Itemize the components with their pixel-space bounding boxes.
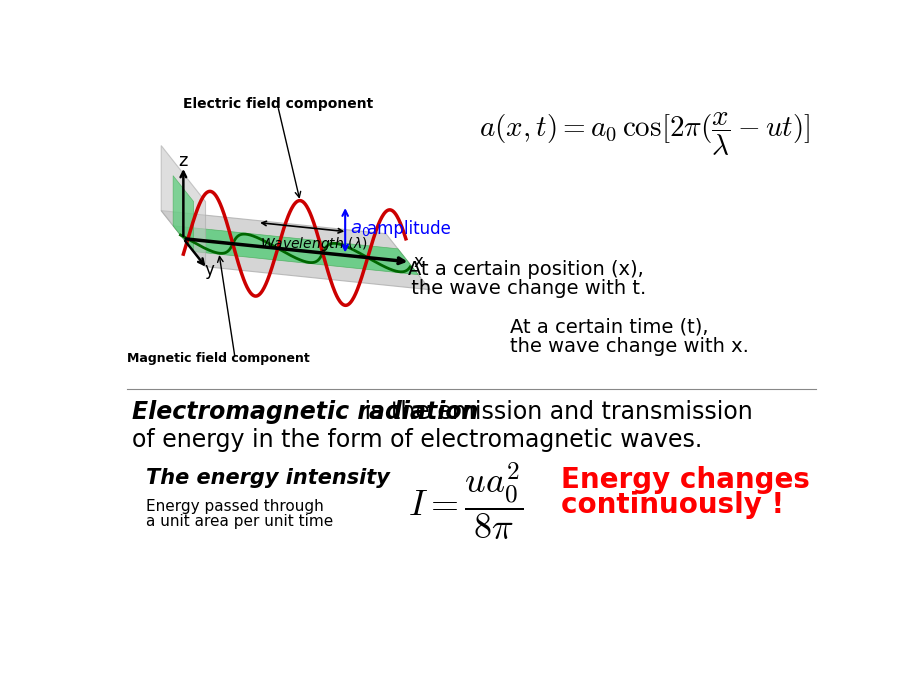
Text: $a(x,t) = a_0\,\cos[2\pi(\dfrac{x}{\lambda} - ut)]$: $a(x,t) = a_0\,\cos[2\pi(\dfrac{x}{\lamb…: [479, 110, 810, 157]
Text: the wave change with x.: the wave change with x.: [510, 337, 748, 356]
Text: z: z: [178, 152, 187, 170]
Text: The energy intensity: The energy intensity: [146, 468, 390, 488]
Text: amplitude: amplitude: [367, 220, 450, 238]
Text: Magnetic field component: Magnetic field component: [127, 352, 309, 365]
Text: $a_0$: $a_0$: [349, 220, 369, 238]
Text: At a certain time (t),: At a certain time (t),: [510, 317, 708, 337]
Text: Electric field component: Electric field component: [183, 97, 372, 110]
Text: continuously !: continuously !: [560, 491, 783, 519]
Text: of energy in the form of electromagnetic waves.: of energy in the form of electromagnetic…: [132, 428, 701, 452]
Polygon shape: [161, 210, 430, 290]
Text: At a certain position (x),: At a certain position (x),: [407, 260, 643, 279]
Text: Electromagnetic radiation: Electromagnetic radiation: [132, 400, 478, 424]
Text: a unit area per unit time: a unit area per unit time: [146, 514, 333, 529]
Text: x: x: [413, 253, 423, 271]
Text: Energy passed through: Energy passed through: [146, 499, 323, 513]
Text: the wave change with t.: the wave change with t.: [404, 279, 646, 298]
Polygon shape: [161, 146, 205, 266]
Text: $I = \dfrac{ua_0^2}{8\pi}$: $I = \dfrac{ua_0^2}{8\pi}$: [407, 460, 523, 542]
Polygon shape: [173, 226, 418, 275]
Text: Energy changes: Energy changes: [560, 466, 809, 494]
Text: y: y: [205, 261, 214, 279]
Polygon shape: [173, 176, 193, 252]
Text: $\mathit{Wavelength}\ (\lambda)$: $\mathit{Wavelength}\ (\lambda)$: [260, 235, 368, 253]
Text: is the emission and transmission: is the emission and transmission: [357, 400, 752, 424]
